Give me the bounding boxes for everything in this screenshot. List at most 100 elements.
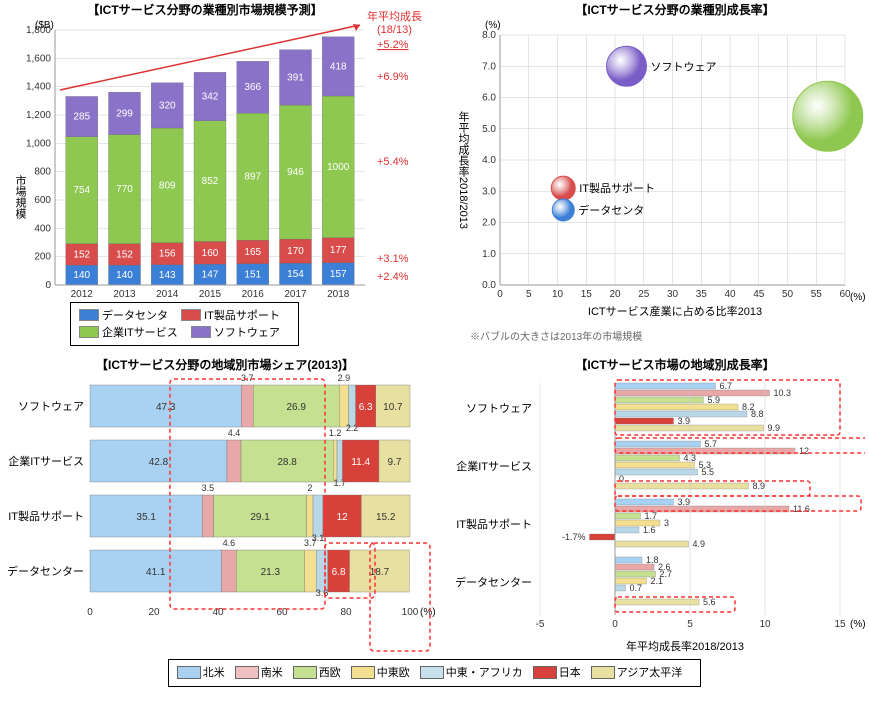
svg-text:35: 35 — [696, 289, 708, 300]
svg-text:ソフトウェア: ソフトウェア — [18, 400, 84, 413]
svg-text:18.7: 18.7 — [370, 567, 390, 578]
svg-text:170: 170 — [287, 246, 304, 257]
svg-text:10.3: 10.3 — [774, 388, 792, 398]
svg-text:3.9: 3.9 — [678, 416, 691, 426]
svg-text:0: 0 — [612, 619, 618, 630]
svg-text:4.9: 4.9 — [693, 539, 706, 549]
svg-text:100: 100 — [402, 607, 419, 618]
svg-text:6.8: 6.8 — [332, 567, 346, 578]
leg-sw: ソフトウェア — [214, 324, 280, 340]
svg-text:4.4: 4.4 — [228, 428, 241, 438]
chart1-ylabel: 市場規模 — [14, 174, 27, 219]
svg-text:0: 0 — [619, 474, 624, 484]
page: 【ICTサービス分野の業種別市場規模予測】 ($B) 市場規模 14015275… — [0, 0, 869, 715]
chart4-xlabel: 年平均成長率2018/2013 — [626, 639, 744, 653]
svg-text:25: 25 — [638, 289, 650, 300]
svg-text:1,000: 1,000 — [26, 138, 51, 149]
svg-text:160: 160 — [202, 248, 219, 259]
svg-text:1.7: 1.7 — [645, 511, 658, 521]
growth-header2: (18/13) — [377, 24, 412, 36]
svg-text:2012: 2012 — [71, 289, 94, 300]
svg-text:6.3: 6.3 — [359, 402, 373, 413]
svg-text:(%): (%) — [420, 607, 435, 618]
chart1-title: 【ICTサービス分野の業種別市場規模予測】 — [87, 2, 322, 17]
svg-text:データセンター: データセンター — [7, 564, 84, 578]
regions-legend: 北米南米西欧中東欧中東・アフリカ日本アジア太平洋 — [0, 655, 869, 687]
svg-text:60: 60 — [839, 289, 851, 300]
svg-text:3: 3 — [664, 518, 669, 528]
svg-text:2014: 2014 — [156, 289, 179, 300]
svg-text:0: 0 — [87, 607, 93, 618]
svg-text:151: 151 — [244, 269, 261, 280]
svg-text:企業ITサービス: 企業ITサービス — [456, 459, 532, 473]
svg-text:1000: 1000 — [327, 162, 350, 173]
svg-text:3.7: 3.7 — [241, 373, 254, 383]
svg-text:-1.7%: -1.7% — [562, 532, 586, 542]
svg-text:177: 177 — [330, 245, 347, 256]
svg-text:11.6: 11.6 — [793, 504, 810, 514]
chart4: 【ICTサービス市場の地域別成長率】 6.710.35.98.28.83.99.… — [445, 355, 865, 655]
svg-text:IT製品サポート: IT製品サポート — [456, 517, 532, 531]
svg-text:12: 12 — [337, 512, 349, 523]
svg-text:1,200: 1,200 — [26, 110, 51, 121]
chart1-legend: データセンタ IT製品サポート 企業ITサービス ソフトウェア — [70, 302, 299, 346]
svg-text:5.9: 5.9 — [708, 395, 721, 405]
chart2-xlabel: ICTサービス産業に占める比率2013 — [588, 304, 762, 318]
chart4-title: 【ICTサービス市場の地域別成長率】 — [575, 357, 774, 372]
svg-text:285: 285 — [73, 112, 90, 123]
svg-text:11.4: 11.4 — [351, 457, 370, 468]
svg-text:5: 5 — [687, 619, 693, 630]
svg-text:8.0: 8.0 — [482, 30, 496, 41]
svg-text:12: 12 — [799, 446, 809, 456]
svg-text:2.9: 2.9 — [338, 373, 351, 383]
svg-text:35.1: 35.1 — [136, 512, 156, 523]
svg-text:IT製品サポート: IT製品サポート — [8, 509, 84, 523]
svg-text:20: 20 — [609, 289, 621, 300]
svg-text:770: 770 — [116, 184, 133, 195]
svg-text:10: 10 — [759, 619, 771, 630]
svg-text:418: 418 — [330, 61, 347, 72]
svg-text:897: 897 — [244, 172, 261, 183]
svg-text:50: 50 — [782, 289, 794, 300]
svg-text:754: 754 — [73, 185, 90, 196]
svg-text:3.7: 3.7 — [304, 538, 317, 548]
svg-text:342: 342 — [202, 92, 219, 103]
growth-2: +5.4% — [377, 156, 409, 168]
growth-3: +3.1% — [377, 253, 409, 265]
svg-text:30: 30 — [667, 289, 679, 300]
svg-text:0: 0 — [497, 289, 503, 300]
svg-text:1,600: 1,600 — [26, 53, 51, 64]
svg-text:10: 10 — [552, 289, 564, 300]
svg-text:6.0: 6.0 — [482, 93, 496, 104]
svg-text:152: 152 — [73, 249, 90, 260]
chart2-ylabel: 年平均成長率2018/2013 — [457, 110, 470, 229]
svg-text:3.9: 3.9 — [678, 497, 691, 507]
svg-text:5.6: 5.6 — [703, 597, 716, 607]
svg-text:15: 15 — [834, 619, 846, 630]
svg-text:3.0: 3.0 — [482, 186, 496, 197]
svg-text:6.7: 6.7 — [720, 381, 733, 391]
svg-text:800: 800 — [34, 167, 51, 178]
svg-text:55: 55 — [811, 289, 823, 300]
svg-text:140: 140 — [73, 270, 90, 281]
svg-text:2018: 2018 — [327, 289, 350, 300]
svg-text:946: 946 — [287, 167, 304, 178]
svg-text:ソフトウェア: ソフトウェア — [466, 402, 532, 415]
svg-text:15: 15 — [581, 289, 593, 300]
svg-text:0: 0 — [45, 280, 51, 291]
svg-text:10.7: 10.7 — [383, 402, 403, 413]
chart2-xunit: (%) — [850, 292, 865, 303]
chart2: 【ICTサービス分野の業種別成長率】 (%) (%) 年平均成長率2018/20… — [445, 0, 865, 340]
svg-text:15.2: 15.2 — [376, 512, 396, 523]
svg-text:3.5: 3.5 — [202, 483, 215, 493]
svg-text:143: 143 — [159, 270, 176, 281]
chart3-title: 【ICTサービス分野の地域別市場シェア(2013)】 — [96, 357, 354, 372]
svg-text:9.7: 9.7 — [388, 457, 402, 468]
svg-text:-5: -5 — [536, 619, 545, 630]
svg-text:47.3: 47.3 — [156, 402, 176, 413]
svg-text:データセンター: データセンター — [455, 575, 532, 589]
svg-text:8.8: 8.8 — [751, 409, 764, 419]
svg-text:852: 852 — [202, 176, 219, 187]
svg-text:1,400: 1,400 — [26, 82, 51, 93]
svg-text:40: 40 — [724, 289, 736, 300]
